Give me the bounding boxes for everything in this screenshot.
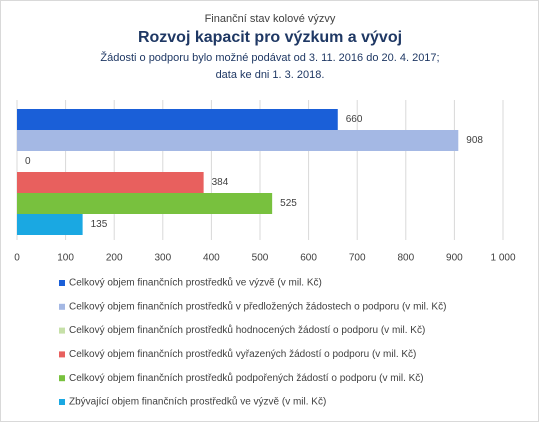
x-tick-label: 400 <box>203 253 220 264</box>
bar <box>17 214 83 235</box>
legend-label: Zbývající objem finančních prostředků ve… <box>69 396 326 408</box>
bar <box>17 172 204 193</box>
legend-label: Celkový objem finančních prostředků podp… <box>69 372 424 384</box>
data-label: 908 <box>466 135 483 146</box>
x-tick-label: 600 <box>300 253 317 264</box>
x-tick-label: 500 <box>252 253 269 264</box>
x-tick-label: 1 000 <box>490 253 515 264</box>
bar <box>17 193 273 214</box>
data-label: 525 <box>280 198 297 209</box>
bar <box>17 130 459 151</box>
bar <box>17 109 338 130</box>
legend-swatch <box>59 303 65 310</box>
chart-subtitle: data ke dni 1. 3. 2018. <box>216 69 325 81</box>
data-label: 660 <box>346 114 363 125</box>
legend-swatch <box>59 375 65 382</box>
chart-title: Rozvoj kapacit pro výzkum a vývoj <box>138 29 402 46</box>
x-tick-label: 800 <box>397 253 414 264</box>
legend-label: Celkový objem finančních prostředků v př… <box>69 300 446 312</box>
x-tick-label: 100 <box>57 253 74 264</box>
chart-subtitle: Žádosti o podporu bylo možné podávat od … <box>100 51 439 64</box>
x-tick-label: 900 <box>446 253 463 264</box>
x-tick-label: 200 <box>106 253 123 264</box>
legend-label: Celkový objem finančních prostředků ve v… <box>69 277 322 289</box>
x-tick-label: 0 <box>14 253 20 264</box>
x-tick-label: 300 <box>154 253 171 264</box>
data-label: 135 <box>91 219 108 230</box>
legend-swatch <box>59 351 65 358</box>
chart-supertitle: Finanční stav kolové výzvy <box>205 13 336 25</box>
data-label: 0 <box>25 156 31 167</box>
legend-label: Celkový objem finančních prostředků hodn… <box>69 324 425 336</box>
x-tick-label: 700 <box>349 253 366 264</box>
legend-label: Celkový objem finančních prostředků vyřa… <box>69 348 416 360</box>
legend-swatch <box>59 280 65 286</box>
legend-swatch <box>59 327 65 334</box>
data-label: 384 <box>212 177 229 188</box>
legend-swatch <box>59 399 65 405</box>
